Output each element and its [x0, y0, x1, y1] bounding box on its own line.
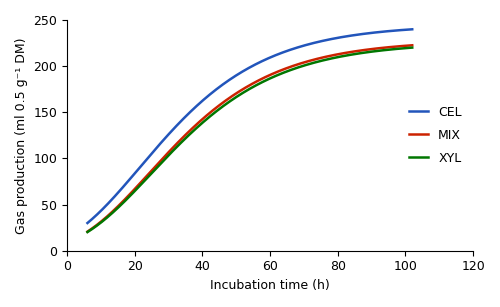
CEL: [260, 59, 266, 62]
Y-axis label: Gas production (ml 0.5 g⁻¹ DM): Gas production (ml 0.5 g⁻¹ DM): [15, 37, 28, 234]
MIX: [240, 87, 246, 91]
XYL: [278, 72, 284, 76]
CEL: [278, 51, 284, 55]
Line: MIX: MIX: [88, 45, 412, 231]
Legend: CEL, MIX, XYL: CEL, MIX, XYL: [404, 101, 467, 170]
CEL: [238, 70, 244, 74]
X-axis label: Incubation time (h): Incubation time (h): [210, 279, 330, 292]
MIX: [350, 50, 356, 53]
MIX: [238, 88, 244, 92]
MIX: [409, 43, 415, 47]
MIX: [84, 230, 90, 233]
MIX: [402, 44, 407, 48]
MIX: [260, 76, 266, 80]
XYL: [402, 46, 407, 50]
Line: CEL: CEL: [88, 29, 412, 223]
CEL: [409, 27, 415, 31]
CEL: [240, 69, 246, 73]
XYL: [260, 80, 266, 84]
XYL: [238, 92, 244, 95]
MIX: [278, 68, 284, 72]
CEL: [402, 28, 407, 32]
XYL: [409, 46, 415, 49]
XYL: [350, 52, 356, 56]
XYL: [240, 91, 246, 94]
Line: XYL: XYL: [88, 48, 412, 232]
CEL: [84, 221, 90, 225]
CEL: [350, 33, 356, 37]
XYL: [84, 230, 90, 234]
